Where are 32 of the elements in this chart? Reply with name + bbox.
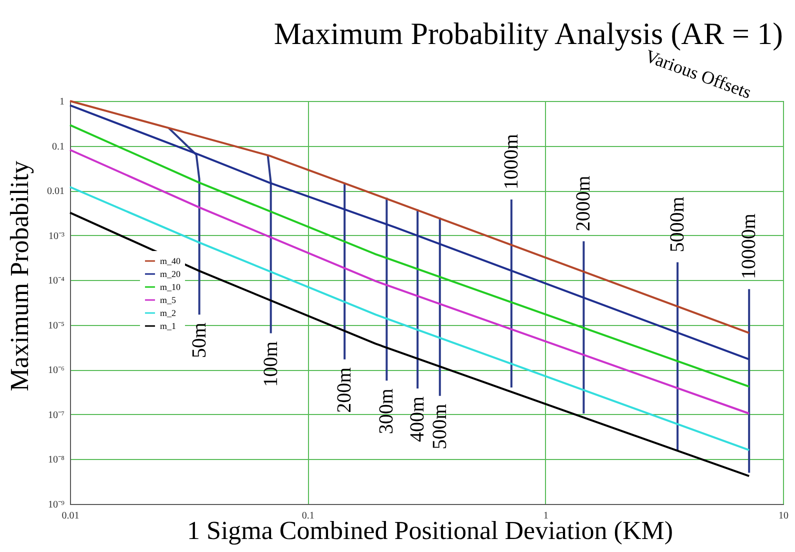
y-tick-label: 10⁻⁹ bbox=[48, 500, 65, 510]
annotation: 400m bbox=[406, 396, 429, 442]
legend-label: m_1 bbox=[160, 321, 176, 331]
y-tick-label: 0.01 bbox=[47, 186, 64, 198]
y-tick-label: 10⁻⁴ bbox=[48, 276, 65, 287]
legend-label: m_5 bbox=[160, 295, 176, 305]
x-tick-label: 0.1 bbox=[302, 510, 314, 522]
x-tick-label: 0.01 bbox=[62, 510, 80, 522]
y-axis-title: Maximum Probability bbox=[5, 160, 34, 392]
y-tick-label: 10⁻⁵ bbox=[48, 320, 64, 332]
chart-title: Maximum Probability Analysis (AR = 1) bbox=[274, 16, 783, 51]
y-tick-label: 10⁻⁷ bbox=[48, 410, 65, 421]
annotation: 300m bbox=[376, 388, 398, 434]
annotation: 100m bbox=[260, 340, 282, 387]
legend-label: m_20 bbox=[160, 269, 181, 279]
y-tick-label: 0.1 bbox=[52, 141, 64, 152]
x-tick-label: 10 bbox=[778, 510, 788, 522]
annotation: 1000m bbox=[500, 134, 522, 190]
y-tick-label: 10⁻⁸ bbox=[48, 454, 65, 466]
legend-label: m_40 bbox=[160, 256, 181, 266]
x-tick-label: 1 bbox=[543, 510, 548, 522]
y-tick-label: 1 bbox=[60, 96, 64, 108]
annotation: 10000m bbox=[738, 213, 760, 280]
annotation: 5000m bbox=[666, 196, 689, 252]
y-tick-label: 10⁻⁶ bbox=[48, 365, 65, 376]
legend-label: m_2 bbox=[160, 308, 176, 318]
annotation: 50m bbox=[188, 322, 210, 358]
annotation: 500m bbox=[428, 403, 451, 450]
annotation: 2000m bbox=[572, 175, 595, 232]
annotation: 200m bbox=[334, 366, 356, 413]
legend-label: m_10 bbox=[160, 282, 181, 292]
y-tick-label: 10⁻³ bbox=[48, 230, 64, 242]
